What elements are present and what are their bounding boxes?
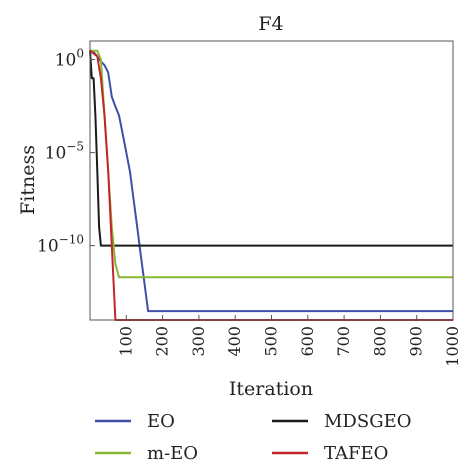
y-tick-label: 10−10 xyxy=(37,233,84,257)
x-tick-label: 800 xyxy=(370,326,389,357)
y-tick-label: 10−5 xyxy=(45,140,84,164)
legend-label-tafeo: TAFEO xyxy=(324,443,388,464)
x-tick-label: 500 xyxy=(262,326,281,357)
x-tick-label: 600 xyxy=(298,326,317,357)
legend: EO MDSGEO m-EO TAFEO xyxy=(95,411,411,464)
x-tick-label: 700 xyxy=(334,326,353,357)
series-layer xyxy=(89,49,453,321)
series-line-mdsgeo xyxy=(89,50,453,247)
y-axis-label: Fitness xyxy=(17,145,39,215)
x-tick-label: 1000 xyxy=(443,326,462,367)
plot-frame xyxy=(89,40,454,321)
series-line-eo xyxy=(89,49,453,313)
x-tick-label: 100 xyxy=(116,326,135,357)
chart-title: F4 xyxy=(258,13,283,35)
x-tick-label: 200 xyxy=(153,326,172,357)
x-axis-label: Iteration xyxy=(229,378,313,400)
ticks-layer: 100 200 300 400 500 600 700 800 900 1000 100 10−5 10… xyxy=(37,47,462,367)
x-tick-label: 300 xyxy=(189,326,208,357)
legend-label-mdsgeo: MDSGEO xyxy=(324,411,411,432)
legend-label-m-eo: m-EO xyxy=(147,443,198,464)
x-tick-label: 400 xyxy=(225,326,244,357)
x-tick-label: 900 xyxy=(407,326,426,357)
series-line-m-eo xyxy=(90,49,453,279)
legend-label-eo: EO xyxy=(147,411,175,432)
y-tick-label: 100 xyxy=(55,47,84,71)
